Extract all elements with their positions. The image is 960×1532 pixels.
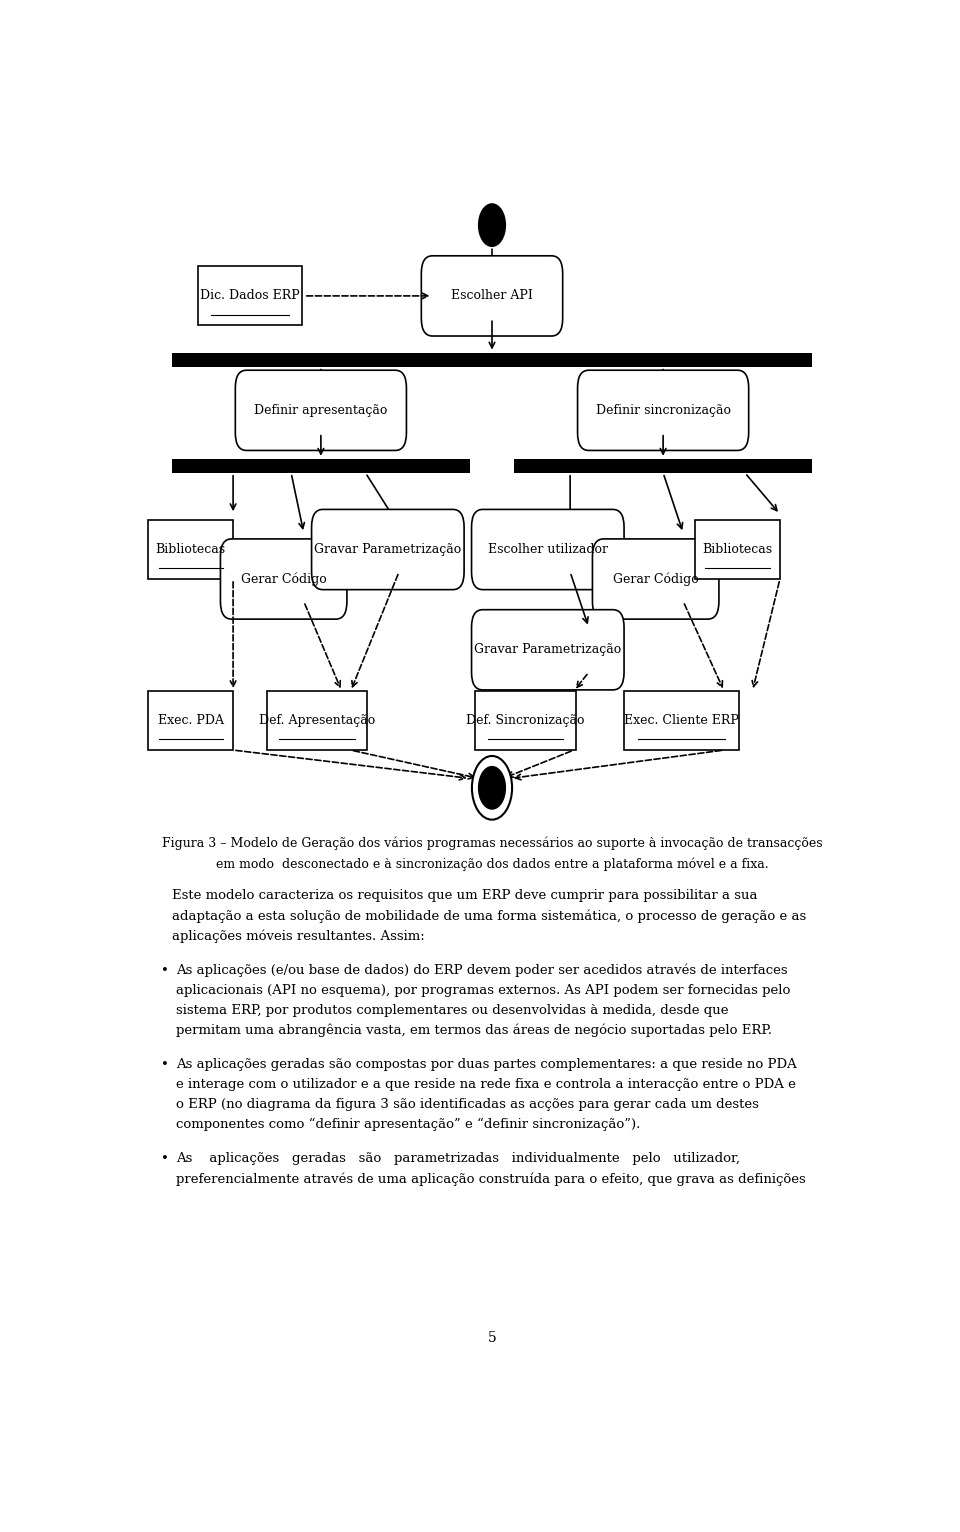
Text: Gravar Parametrização: Gravar Parametrização xyxy=(474,643,621,656)
Text: preferencialmente através de uma aplicação construída para o efeito, que grava a: preferencialmente através de uma aplicaç… xyxy=(176,1172,805,1186)
Text: As    aplicações   geradas   são   parametrizadas   individualmente   pelo   uti: As aplicações geradas são parametrizadas… xyxy=(176,1152,740,1166)
Text: Escolher API: Escolher API xyxy=(451,290,533,302)
FancyBboxPatch shape xyxy=(624,691,739,751)
Text: Gravar Parametrização: Gravar Parametrização xyxy=(314,542,462,556)
FancyBboxPatch shape xyxy=(267,691,368,751)
Text: Escolher utilizador: Escolher utilizador xyxy=(488,542,608,556)
Text: aplicações móveis resultantes. Assim:: aplicações móveis resultantes. Assim: xyxy=(172,930,425,942)
Text: em modo  desconectado e à sincronização dos dados entre a plataforma móvel e a f: em modo desconectado e à sincronização d… xyxy=(216,858,768,870)
FancyBboxPatch shape xyxy=(312,510,464,590)
Text: •: • xyxy=(161,1059,169,1071)
Circle shape xyxy=(479,766,505,809)
Text: Figura 3 – Modelo de Geração dos vários programas necessários ao suporte à invoc: Figura 3 – Modelo de Geração dos vários … xyxy=(161,836,823,850)
Text: e interage com o utilizador e a que reside na rede fixa e controla a interacção : e interage com o utilizador e a que resi… xyxy=(176,1079,796,1091)
FancyBboxPatch shape xyxy=(148,519,233,579)
Text: adaptação a esta solução de mobilidade de uma forma sistemática, o processo de g: adaptação a esta solução de mobilidade d… xyxy=(172,910,806,922)
Text: componentes como “definir apresentação” e “definir sincronização”).: componentes como “definir apresentação” … xyxy=(176,1118,640,1131)
FancyBboxPatch shape xyxy=(221,539,347,619)
Circle shape xyxy=(472,755,512,820)
Text: Definir apresentação: Definir apresentação xyxy=(254,404,388,417)
Text: Gerar Código: Gerar Código xyxy=(612,573,699,585)
FancyBboxPatch shape xyxy=(592,539,719,619)
Text: Exec. PDA: Exec. PDA xyxy=(157,714,224,728)
Text: Def. Apresentação: Def. Apresentação xyxy=(259,714,375,728)
FancyBboxPatch shape xyxy=(421,256,563,336)
FancyBboxPatch shape xyxy=(235,371,406,450)
Text: Gerar Código: Gerar Código xyxy=(241,573,326,585)
FancyBboxPatch shape xyxy=(471,510,624,590)
Text: permitam uma abrangência vasta, em termos das áreas de negócio suportadas pelo E: permitam uma abrangência vasta, em termo… xyxy=(176,1023,772,1037)
FancyBboxPatch shape xyxy=(148,691,233,751)
Text: Exec. Cliente ERP: Exec. Cliente ERP xyxy=(624,714,739,728)
FancyBboxPatch shape xyxy=(475,691,576,751)
Text: o ERP (no diagrama da figura 3 são identificadas as acções para gerar cada um de: o ERP (no diagrama da figura 3 são ident… xyxy=(176,1098,758,1111)
FancyBboxPatch shape xyxy=(695,519,780,579)
Text: 5: 5 xyxy=(488,1330,496,1345)
Text: As aplicações (e/ou base de dados) do ERP devem poder ser acedidos através de in: As aplicações (e/ou base de dados) do ER… xyxy=(176,964,787,977)
FancyBboxPatch shape xyxy=(198,267,302,325)
FancyBboxPatch shape xyxy=(515,458,812,473)
FancyBboxPatch shape xyxy=(172,458,469,473)
Text: Def. Sincronização: Def. Sincronização xyxy=(467,714,585,728)
Text: Definir sincronização: Definir sincronização xyxy=(595,404,731,417)
Text: As aplicações geradas são compostas por duas partes complementares: a que reside: As aplicações geradas são compostas por … xyxy=(176,1059,797,1071)
FancyBboxPatch shape xyxy=(471,610,624,689)
Text: Este modelo caracteriza os requisitos que um ERP deve cumprir para possibilitar : Este modelo caracteriza os requisitos qu… xyxy=(172,889,757,902)
Text: Bibliotecas: Bibliotecas xyxy=(156,542,226,556)
Circle shape xyxy=(479,204,505,247)
Text: •: • xyxy=(161,964,169,976)
Text: aplicacionais (API no esquema), por programas externos. As API podem ser forneci: aplicacionais (API no esquema), por prog… xyxy=(176,984,790,997)
Text: Dic. Dados ERP: Dic. Dados ERP xyxy=(201,290,300,302)
FancyBboxPatch shape xyxy=(172,352,812,366)
Text: •: • xyxy=(161,1152,169,1166)
Text: sistema ERP, por produtos complementares ou desenvolvidas à medida, desde que: sistema ERP, por produtos complementares… xyxy=(176,1003,729,1017)
Text: Bibliotecas: Bibliotecas xyxy=(703,542,773,556)
FancyBboxPatch shape xyxy=(578,371,749,450)
